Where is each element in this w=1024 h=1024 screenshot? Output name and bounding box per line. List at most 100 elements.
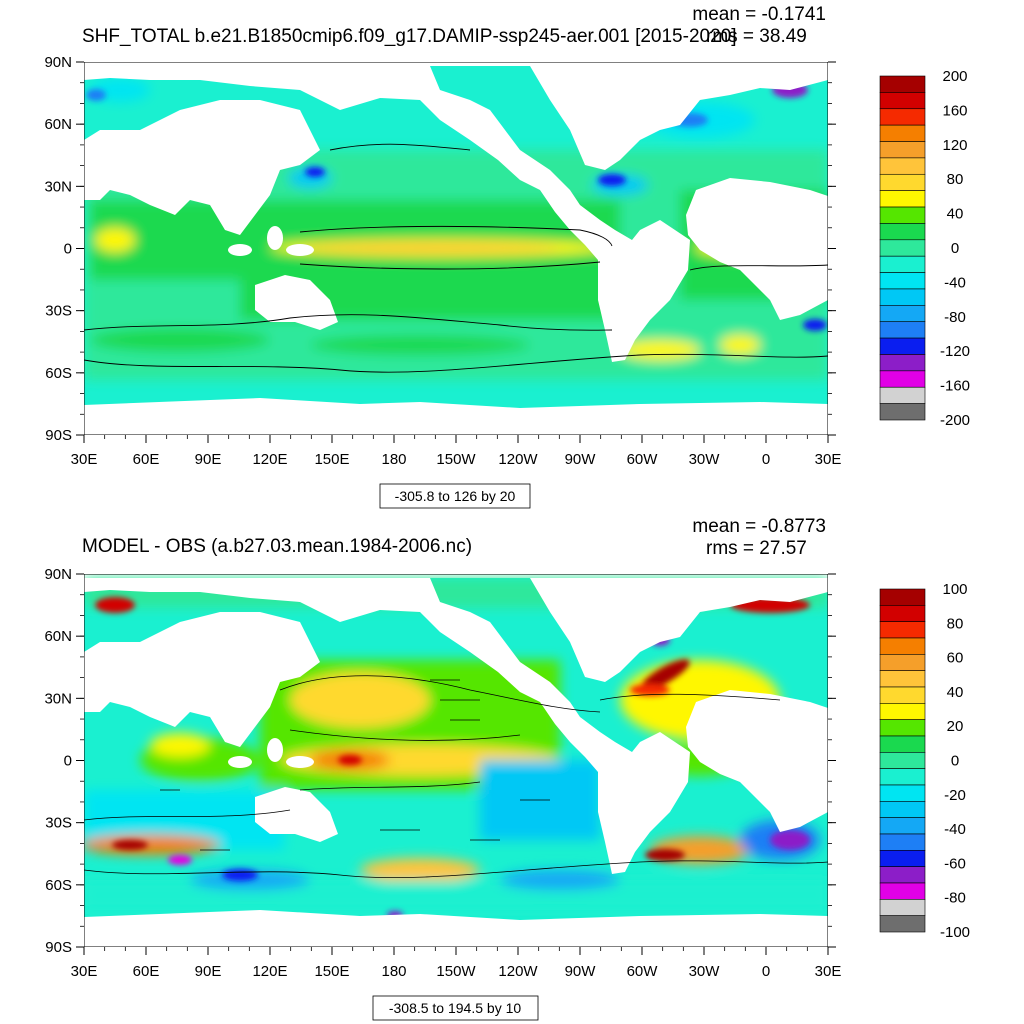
colorbar-box — [879, 670, 926, 688]
colorbar-box — [879, 92, 926, 110]
colorbar-box — [879, 686, 926, 704]
colorbar-label: 160 — [942, 102, 967, 119]
colorbar-label: -80 — [944, 890, 966, 907]
y-tick-label: 60N — [44, 628, 72, 645]
colorbar-label: 120 — [942, 137, 967, 154]
x-tick-label: 30E — [815, 451, 842, 468]
x-tick-label: 30W — [689, 963, 721, 980]
colorbar-box — [879, 255, 926, 273]
colorbar-box — [879, 206, 926, 224]
colorbar-label: -40 — [944, 821, 966, 838]
colorbar-label: 60 — [947, 650, 964, 667]
x-tick-label: 150W — [436, 963, 476, 980]
colorbar-box — [879, 719, 926, 737]
y-tick-label: 30N — [44, 690, 72, 707]
colorbar-box — [879, 370, 926, 388]
colorbar-box — [879, 403, 926, 421]
colorbar-box — [879, 75, 926, 93]
colorbar-box — [879, 190, 926, 208]
colorbar-label: -80 — [944, 309, 966, 326]
colorbar-box — [879, 305, 926, 323]
x-tick-label: 60W — [627, 451, 659, 468]
colorbar-box — [879, 703, 926, 720]
panel-2-axes: 30E 60E 90E 120E 150E 180 150W 120W 90W 60W 30W 0 30… — [44, 566, 841, 980]
panel-1-mean: mean = -0.1741 — [692, 4, 826, 25]
colorbar-box — [879, 899, 926, 916]
panel-1-title: SHF_TOTAL b.e21.B1850cmip6.f09_g17.DAMIP… — [82, 26, 737, 47]
x-tick-label: 150E — [314, 963, 349, 980]
panel-1-colorbar: 200 160 120 80 40 0 -40 -80 -120 -160 -200 — [879, 68, 970, 429]
panel-1-contour-info: -305.8 to 126 by 20 — [395, 488, 516, 504]
colorbar-box — [879, 605, 926, 622]
colorbar-label: 80 — [947, 615, 964, 632]
y-tick-label: 0 — [64, 753, 72, 770]
colorbar-box — [879, 157, 926, 175]
x-tick-label: 120E — [252, 963, 287, 980]
x-tick-label: 0 — [762, 451, 770, 468]
colorbar-box — [879, 752, 926, 769]
x-tick-label: 30E — [71, 963, 98, 980]
colorbar-box — [879, 321, 926, 339]
y-tick-label: 30N — [44, 178, 72, 195]
colorbar-label: -200 — [940, 412, 970, 429]
colorbar-box — [879, 337, 926, 355]
panel-2-map — [84, 574, 828, 947]
colorbar-box — [879, 801, 926, 818]
colorbar-box — [879, 850, 926, 867]
colorbar-box — [879, 288, 926, 306]
colorbar-box — [879, 141, 926, 159]
colorbar-box — [879, 386, 926, 404]
y-tick-label: 0 — [64, 241, 72, 258]
panel-2-info-box — [372, 995, 539, 1021]
colorbar-label: 40 — [947, 206, 964, 223]
colorbar-box — [879, 223, 926, 241]
x-tick-label: 30E — [71, 451, 98, 468]
colorbar-box — [879, 866, 926, 884]
x-tick-label: 120W — [498, 963, 538, 980]
panel-1-info-box — [379, 483, 531, 509]
colorbar-box — [879, 654, 926, 671]
colorbar-label: -40 — [944, 274, 966, 291]
y-tick-label: 30S — [45, 815, 72, 832]
colorbar-box — [879, 915, 926, 933]
x-tick-label: 180 — [381, 963, 406, 980]
panel-1: SHF_TOTAL b.e21.B1850cmip6.f09_g17.DAMIP… — [44, 4, 970, 509]
colorbar-label: 0 — [951, 753, 959, 770]
colorbar-box — [879, 108, 926, 126]
y-tick-label: 90S — [45, 427, 72, 444]
x-tick-label: 150E — [314, 451, 349, 468]
panel-2-rms: rms = 27.57 — [706, 538, 807, 559]
y-tick-label: 60S — [45, 877, 72, 894]
colorbar-box — [879, 272, 926, 290]
panel-1-map — [84, 62, 828, 435]
y-tick-label: 60S — [45, 365, 72, 382]
colorbar-box — [879, 124, 926, 142]
x-tick-label: 90W — [565, 451, 597, 468]
panel-1-rms: rms = 38.49 — [706, 26, 807, 47]
colorbar-box — [879, 833, 926, 851]
colorbar-label: 0 — [951, 240, 959, 257]
colorbar-box — [879, 735, 926, 753]
colorbar-label: 40 — [947, 684, 964, 701]
colorbar-label: -160 — [940, 378, 970, 395]
x-tick-label: 120E — [252, 451, 287, 468]
panel-1-axes: 30E 60E 90E 120E 150E 180 150W 120W 90W 60W 30W 0 30… — [44, 54, 841, 468]
colorbar-label: 200 — [942, 68, 967, 85]
x-tick-label: 120W — [498, 451, 538, 468]
colorbar-box — [879, 882, 926, 900]
x-tick-label: 180 — [381, 451, 406, 468]
x-tick-label: 90W — [565, 963, 597, 980]
panel-2-mean: mean = -0.8773 — [692, 516, 826, 537]
colorbar-box — [879, 621, 926, 639]
colorbar-box — [879, 588, 926, 606]
colorbar-box — [879, 768, 926, 786]
x-tick-label: 30W — [689, 451, 721, 468]
x-tick-label: 90E — [195, 963, 222, 980]
colorbar-label: -120 — [940, 343, 970, 360]
colorbar-label: 100 — [942, 581, 967, 598]
colorbar-box — [879, 239, 926, 257]
x-tick-label: 60E — [133, 451, 160, 468]
y-tick-label: 60N — [44, 116, 72, 133]
colorbar-label: 80 — [947, 171, 964, 188]
